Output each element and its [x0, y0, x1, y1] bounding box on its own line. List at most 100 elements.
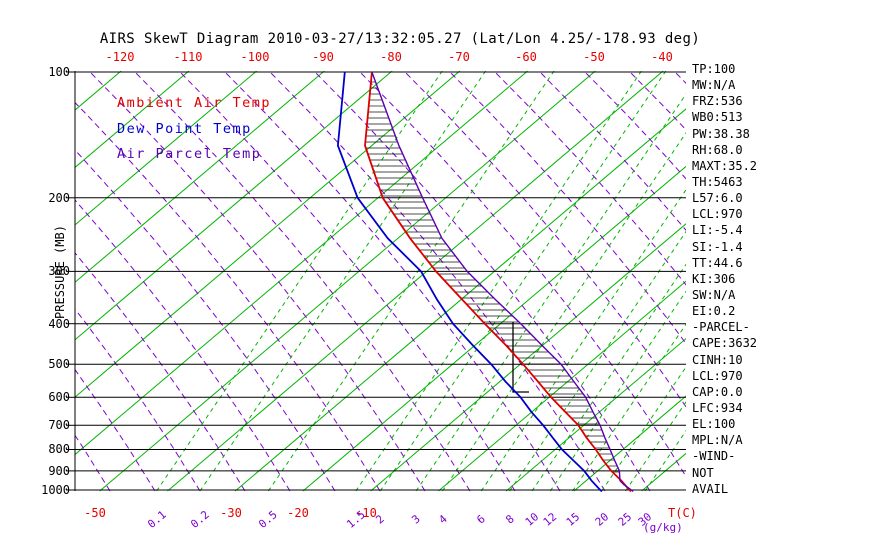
moist-adiabat-line — [493, 71, 686, 286]
moist-adiabat-line — [358, 71, 686, 478]
top-temp-tick: -60 — [515, 50, 537, 64]
stat-line: L57:6.0 — [692, 191, 743, 206]
moist-adiabat-line — [75, 149, 336, 492]
stat-line: CINH:10 — [692, 352, 743, 367]
isotherm-line — [75, 71, 325, 283]
mixing-ratio-line — [379, 71, 667, 492]
top-temp-tick: -120 — [105, 50, 135, 64]
moist-adiabat-line — [75, 368, 156, 492]
stat-line: LCL:970 — [692, 207, 743, 222]
moist-adiabat-line — [403, 71, 686, 408]
stat-line: WB0:513 — [692, 110, 743, 125]
moist-adiabat-line — [75, 199, 291, 492]
isotherm-line — [438, 280, 686, 492]
top-temp-tick: -90 — [312, 50, 334, 64]
stat-line: MW:N/A — [692, 78, 736, 93]
stat-line: SW:N/A — [692, 287, 736, 302]
stat-line: TP:100 — [692, 62, 736, 76]
moist-adiabat-line — [75, 308, 201, 492]
stat-line: LCL:970 — [692, 368, 743, 383]
isotherm-line — [75, 71, 190, 169]
ambient-temp-curve — [364, 71, 632, 493]
mixing-ratio-line — [355, 71, 642, 492]
moist-adiabat-line — [223, 71, 561, 492]
pressure-tick: 500 — [48, 357, 70, 371]
pressure-tick: 600 — [48, 390, 70, 404]
bottom-temp-tick: -10 — [355, 506, 377, 520]
pressure-tick: 900 — [48, 464, 70, 478]
stats-panel: TP:100 MW:N/A FRZ:536 WB0:513 PW:38.38 RH:68.… — [692, 62, 757, 498]
stat-line: NOT — [692, 465, 714, 480]
stat-line: AVAIL — [692, 481, 729, 496]
stat-line: MAXT:35.2 — [692, 158, 758, 173]
isotherm-line — [505, 337, 686, 492]
stat-line: CAP:0.0 — [692, 384, 743, 399]
stat-line: -WIND- — [692, 449, 736, 464]
pressure-tick: 200 — [48, 191, 70, 205]
stat-line: MPL:N/A — [692, 433, 743, 448]
stat-line: LI:-5.4 — [692, 223, 743, 238]
moist-adiabat-line — [448, 71, 686, 345]
isotherm-line — [75, 71, 393, 341]
chart-title: AIRS SkewT Diagram 2010-03-27/13:32:05.2… — [99, 31, 701, 47]
bottom-temp-tick: -50 — [84, 506, 106, 520]
pressure-tick: 300 — [48, 264, 70, 278]
legend-dew-point-temp: Dew Point Temp — [117, 120, 252, 137]
isotherm-line — [75, 71, 257, 226]
mixing-ratio-line — [415, 93, 686, 492]
stat-line: RH:68.0 — [692, 142, 743, 157]
stat-line: TH:5463 — [692, 174, 743, 189]
top-temp-tick: -70 — [448, 50, 470, 64]
mixing-ratio-line — [531, 263, 686, 492]
stat-line: -PARCEL- — [692, 320, 750, 335]
isotherm-line — [99, 71, 596, 492]
plot-area — [75, 71, 686, 493]
pressure-tick: 800 — [48, 442, 70, 456]
isotherm-line — [370, 223, 686, 492]
pressure-tick: 1000 — [41, 483, 70, 497]
isotherm-line — [75, 71, 528, 456]
parcel-temp-curve — [371, 71, 634, 492]
stat-line: EI:0.2 — [692, 304, 736, 319]
bottom-temp-tick: -30 — [220, 506, 242, 520]
stat-line: LFC:934 — [692, 400, 743, 415]
bottom-temp-tick: -20 — [287, 506, 309, 520]
pressure-tick: 400 — [48, 317, 70, 331]
moist-adiabat-line — [178, 71, 516, 492]
stat-line: PW:38.38 — [692, 126, 750, 141]
temp-unit-label: T(C) — [668, 506, 697, 520]
top-temp-tick: -110 — [173, 50, 203, 64]
moist-adiabat-line — [88, 71, 426, 492]
legend-air-parcel-temp: Air Parcel Temp — [117, 146, 262, 162]
top-temp-tick: -40 — [651, 50, 673, 64]
step-marker — [512, 322, 529, 393]
top-temp-tick: -50 — [583, 50, 605, 64]
stat-line: CAPE:3632 — [692, 336, 758, 351]
stat-line: FRZ:536 — [692, 94, 743, 109]
moist-adiabat-line — [75, 252, 246, 492]
mixing-ratio-line — [267, 71, 555, 492]
isotherm-line — [75, 71, 461, 398]
mixing-ratio-line — [644, 429, 686, 492]
pressure-tick: 700 — [48, 418, 70, 432]
mixratio-unit-label: (g/kg) — [643, 521, 683, 534]
moist-adiabat-line — [583, 71, 686, 180]
stat-line: KI:306 — [692, 271, 736, 286]
top-temp-tick: -100 — [240, 50, 270, 64]
isotherm-line — [573, 395, 686, 492]
stat-line: TT:44.6 — [692, 255, 743, 270]
pressure-tick: 100 — [48, 65, 70, 79]
moist-adiabat-line — [133, 71, 471, 492]
moist-adiabat-line — [75, 101, 381, 492]
legend-ambient-air-temp: Ambient Air Temp — [117, 95, 272, 111]
moist-adiabat-line — [268, 71, 606, 492]
isotherm-line — [167, 71, 664, 492]
stat-line: EL:100 — [692, 417, 736, 432]
isotherm-line — [302, 165, 686, 492]
dewpoint-curve — [336, 71, 603, 493]
moist-adiabat-line — [538, 71, 686, 231]
legend: Ambient Air Temp Dew Point Temp Air Parc… — [117, 95, 271, 172]
moist-adiabat-line — [313, 71, 651, 492]
